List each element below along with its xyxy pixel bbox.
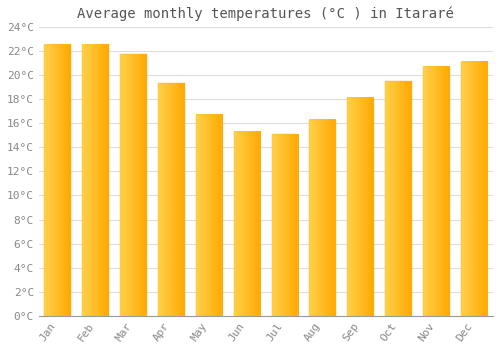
Title: Average monthly temperatures (°C ) in Itararé: Average monthly temperatures (°C ) in It… — [78, 7, 454, 21]
Bar — [120, 55, 146, 316]
Bar — [272, 134, 298, 316]
Bar — [44, 45, 71, 316]
Bar — [310, 120, 336, 316]
Bar — [234, 132, 260, 316]
Bar — [461, 62, 487, 316]
Bar — [82, 45, 109, 316]
Bar — [385, 81, 411, 316]
Bar — [348, 98, 374, 316]
Bar — [158, 83, 184, 316]
Bar — [423, 66, 450, 316]
Bar — [196, 115, 222, 316]
